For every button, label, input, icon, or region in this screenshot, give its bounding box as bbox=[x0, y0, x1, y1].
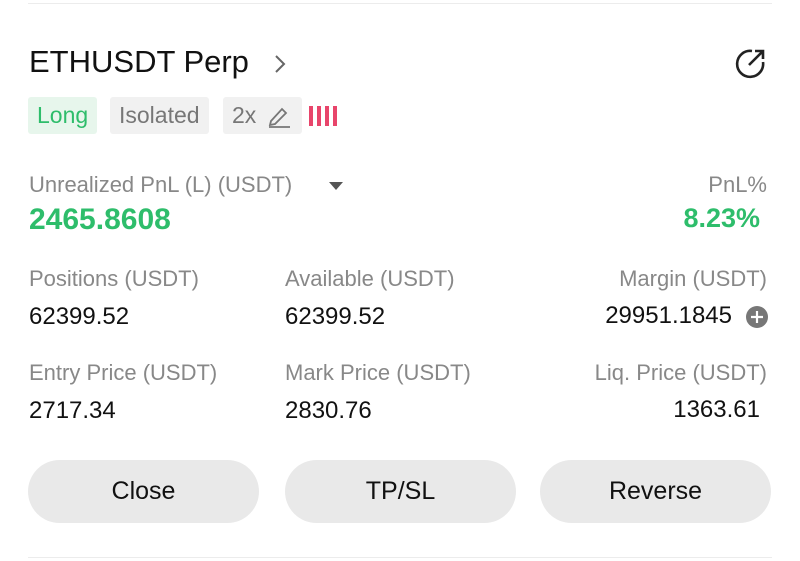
add-margin-icon[interactable] bbox=[745, 305, 769, 329]
side-tag: Long bbox=[28, 97, 98, 134]
field-value: 62399.52 bbox=[29, 303, 130, 330]
reverse-button[interactable]: Reverse bbox=[540, 460, 771, 523]
pnl-value: 2465.8608 bbox=[29, 203, 171, 236]
margin-mode-tag: Isolated bbox=[110, 97, 209, 134]
close-button[interactable]: Close bbox=[28, 460, 259, 523]
field-label: Liq. Price (USDT) bbox=[594, 360, 767, 385]
leverage-tag[interactable]: 2x bbox=[223, 97, 303, 134]
chevron-icon[interactable] bbox=[272, 53, 288, 75]
divider bbox=[28, 557, 772, 558]
tpsl-button[interactable]: TP/SL bbox=[285, 460, 516, 523]
dropdown-icon[interactable] bbox=[328, 180, 344, 192]
field-label: Margin (USDT) bbox=[619, 266, 767, 291]
field-value: 62399.52 bbox=[285, 303, 386, 330]
pnl-percent-label: PnL% bbox=[708, 172, 767, 197]
field-label: Positions (USDT) bbox=[29, 266, 199, 291]
field-value: 29951.1845 bbox=[605, 302, 732, 329]
pnl-label[interactable]: Unrealized PnL (L) (USDT) bbox=[29, 172, 293, 197]
field-value: 1363.61 bbox=[673, 396, 760, 423]
edit-icon[interactable] bbox=[266, 104, 292, 128]
field-label: Mark Price (USDT) bbox=[285, 360, 471, 385]
divider bbox=[28, 3, 772, 4]
position-title[interactable]: ETHUSDT Perp bbox=[29, 44, 249, 79]
risk-bars bbox=[309, 106, 337, 126]
field-value: 2717.34 bbox=[29, 397, 116, 424]
pnl-percent-value: 8.23% bbox=[683, 203, 760, 233]
field-label: Available (USDT) bbox=[285, 266, 455, 291]
field-label: Entry Price (USDT) bbox=[29, 360, 218, 385]
field-value: 2830.76 bbox=[285, 397, 372, 424]
share-icon[interactable] bbox=[734, 46, 768, 80]
